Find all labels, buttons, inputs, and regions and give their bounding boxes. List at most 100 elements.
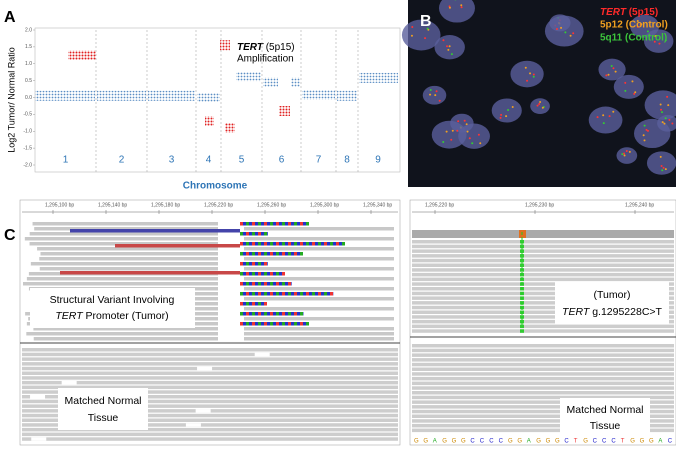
fish-signal (460, 6, 463, 9)
fish-signal (643, 124, 646, 127)
base (300, 222, 303, 226)
read (412, 291, 674, 296)
read (244, 317, 394, 321)
base (282, 292, 285, 296)
read (244, 297, 394, 301)
annotation: TERT (5p15) (237, 42, 295, 53)
base (270, 242, 273, 246)
fish-signal (671, 122, 674, 125)
read (412, 405, 674, 409)
base (312, 292, 315, 296)
fish-signal (636, 25, 639, 28)
legend-entry: 5p12 (Control) (600, 20, 668, 31)
read (22, 418, 398, 422)
chromosome-label: 4 (206, 155, 212, 166)
text-box (555, 282, 669, 324)
base (276, 222, 279, 226)
sequence-base: G (583, 439, 588, 445)
copy-number-segment (35, 90, 95, 101)
fish-signal (596, 116, 599, 119)
soft-clip (240, 272, 283, 276)
read (412, 386, 674, 390)
fish-signal (424, 37, 427, 40)
base (264, 262, 267, 266)
fish-signal (499, 116, 502, 119)
base (246, 302, 249, 306)
sequence-base: G (442, 439, 447, 445)
fish-signal (605, 74, 608, 77)
copy-number-segment (220, 40, 230, 51)
read (412, 362, 674, 367)
base (300, 312, 303, 316)
box-text: Matched Normal (566, 404, 643, 416)
chromosome-label: 6 (279, 155, 285, 166)
y-tick-label: 1.0 (25, 61, 32, 67)
variant-base (520, 315, 524, 319)
y-tick-label: -1.0 (23, 129, 32, 135)
base (258, 322, 261, 326)
base (276, 282, 279, 286)
base (270, 272, 273, 276)
sequence-base: A (527, 439, 531, 445)
y-axis-label: Log2 Tumor/ Normal Ratio (6, 47, 16, 153)
fish-signal (624, 81, 627, 84)
read (22, 357, 398, 361)
gap (254, 352, 270, 357)
gap (195, 409, 211, 413)
base (318, 242, 321, 246)
y-tick-label: 0.0 (25, 95, 32, 101)
base (276, 292, 279, 296)
base (246, 272, 249, 276)
fish-signal (538, 103, 541, 106)
read (22, 432, 398, 437)
sequence-base: T (574, 439, 578, 445)
fish-signal (466, 130, 469, 133)
copy-number-segment (359, 72, 398, 83)
base (306, 242, 309, 246)
base (246, 252, 249, 256)
sequence-base: G (423, 439, 428, 445)
sequence-base: C (611, 439, 616, 445)
read (244, 327, 394, 331)
nucleus (438, 0, 475, 23)
x-axis-label: Chromosome (183, 181, 248, 192)
base (258, 252, 261, 256)
fish-signal (658, 42, 661, 45)
chromosome-label: 1 (63, 155, 69, 166)
y-tick-label: 0.5 (25, 78, 32, 84)
ruler-label: 1,295,140 bp (98, 202, 127, 208)
fish-signal (636, 19, 639, 22)
variant-base (520, 329, 524, 333)
fish-signal (612, 110, 615, 113)
base (276, 242, 279, 246)
base (330, 292, 333, 296)
sv-read (70, 229, 240, 233)
base (252, 252, 255, 256)
fish-signal (664, 39, 667, 42)
fish-signal (614, 70, 617, 73)
base (246, 312, 249, 316)
copy-number-segment (263, 77, 278, 88)
base (246, 242, 249, 246)
read (39, 257, 219, 261)
fish-signal (664, 117, 667, 120)
read (29, 232, 219, 236)
nucleus (431, 120, 467, 149)
read (33, 327, 218, 331)
sv-read (60, 271, 240, 275)
read (244, 267, 394, 271)
read (412, 287, 674, 291)
fish-signal (541, 106, 544, 109)
fish-signal (659, 103, 662, 106)
ruler-label: 1,295,340 bp (363, 202, 392, 208)
read (22, 427, 398, 432)
fish-signal (631, 80, 634, 83)
read (244, 307, 394, 311)
copy-number-segment (279, 106, 290, 116)
base (258, 242, 261, 246)
coverage (412, 230, 674, 238)
fish-signal (628, 150, 631, 153)
base (324, 242, 327, 246)
fish-signal (526, 79, 529, 82)
